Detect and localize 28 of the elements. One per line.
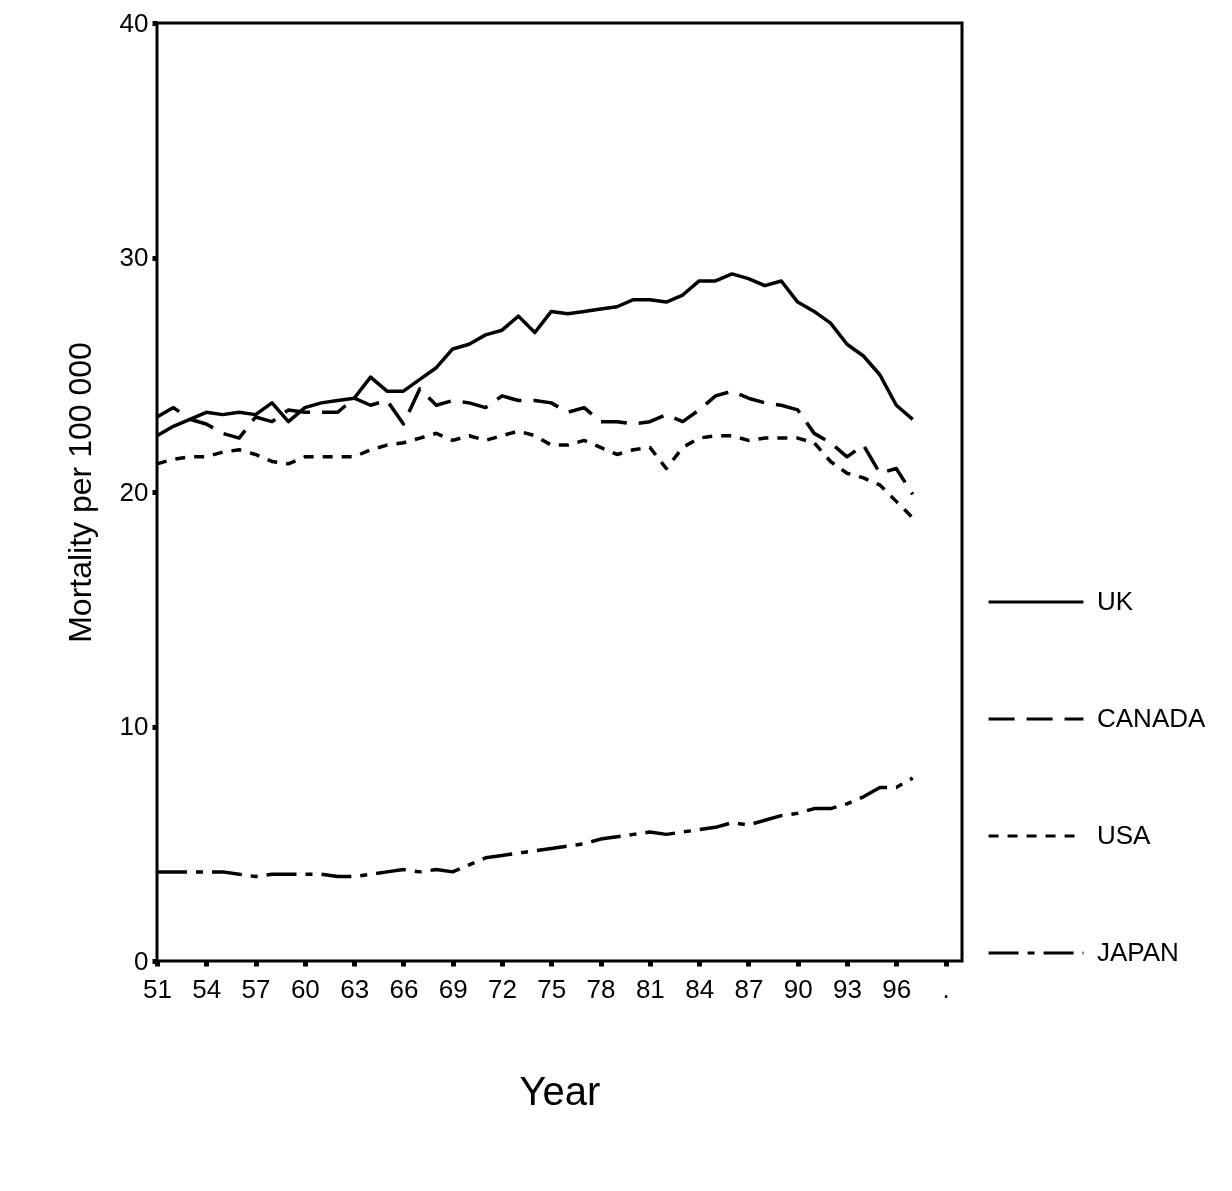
x-axis-title: Year <box>519 1068 601 1113</box>
legend-label: USA <box>1097 820 1152 850</box>
x-tick-label: 93 <box>833 973 862 1004</box>
x-tick-label: 90 <box>783 973 813 1004</box>
x-tick-label: 60 <box>290 973 320 1004</box>
x-tick-label: 81 <box>635 973 665 1004</box>
legend-label: CANADA <box>1097 703 1207 733</box>
x-tick-label: . <box>942 973 950 1004</box>
x-tick-label: 57 <box>241 973 271 1004</box>
x-tick-label: 72 <box>488 973 517 1004</box>
x-tick-label: 87 <box>734 973 764 1004</box>
y-axis-title: Mortality per 100 000 <box>61 342 98 643</box>
x-tick-label: 63 <box>340 973 370 1004</box>
x-tick-label: 78 <box>586 973 616 1004</box>
x-tick-label: 66 <box>389 973 419 1004</box>
x-tick-label: 84 <box>685 973 715 1004</box>
y-tick-label: 10 <box>119 711 149 741</box>
y-tick-label: 20 <box>119 476 149 507</box>
x-tick-label: 69 <box>438 973 468 1004</box>
x-tick-label: 54 <box>192 973 222 1004</box>
y-tick-label: 0 <box>134 945 149 976</box>
y-tick-label: 40 <box>119 7 149 38</box>
legend-label: UK <box>1097 586 1134 616</box>
legend-label: JAPAN <box>1097 937 1179 967</box>
x-tick-label: 96 <box>882 973 912 1004</box>
x-tick-label: 75 <box>537 973 567 1004</box>
x-tick-label: 51 <box>143 973 172 1004</box>
y-tick-label: 30 <box>119 242 149 272</box>
